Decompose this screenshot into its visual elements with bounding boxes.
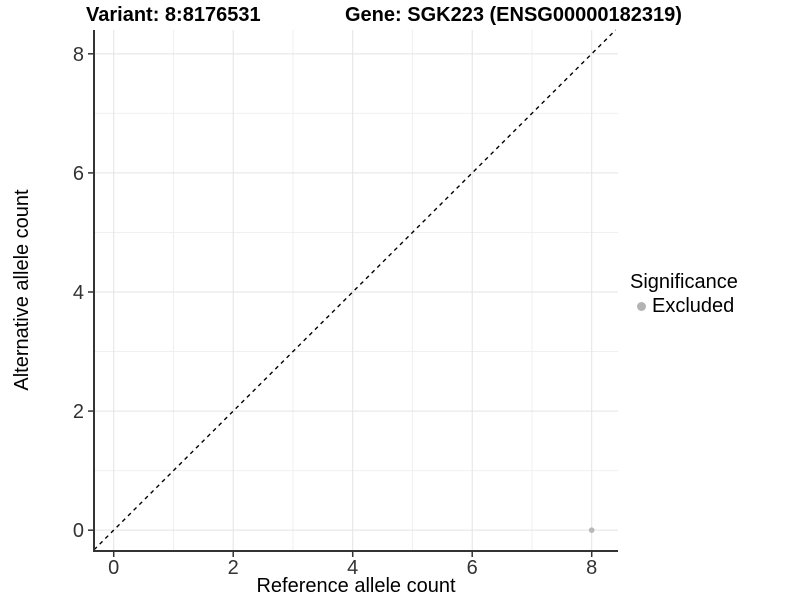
excluded-point-icon xyxy=(637,302,646,311)
y-axis-title-text: Alternative allele count xyxy=(11,189,33,391)
x-tick-label: 0 xyxy=(108,557,119,579)
legend-title: Significance xyxy=(630,271,738,293)
y-tick-label: 0 xyxy=(73,520,84,542)
x-tick-label: 4 xyxy=(347,557,358,579)
x-tick-label: 6 xyxy=(467,557,478,579)
y-tick-label: 8 xyxy=(73,44,84,66)
legend-entry-excluded: Excluded xyxy=(630,295,738,318)
y-tick-label: 4 xyxy=(73,282,84,304)
y-tick-label: 2 xyxy=(73,401,84,423)
legend: Significance Excluded xyxy=(630,271,738,318)
legend-entry-label: Excluded xyxy=(652,295,735,317)
x-tick-label: 2 xyxy=(228,557,239,579)
x-tick-label: 8 xyxy=(586,557,597,579)
data-point xyxy=(588,527,595,533)
chart-title-variant: Variant: 8:8176531 xyxy=(86,4,261,26)
x-axis-title: Reference allele count xyxy=(256,575,456,597)
y-tick-label: 6 xyxy=(73,163,84,185)
chart-title-gene: Gene: SGK223 (ENSG00000182319) xyxy=(345,4,682,26)
identity-reference-line xyxy=(93,29,617,551)
